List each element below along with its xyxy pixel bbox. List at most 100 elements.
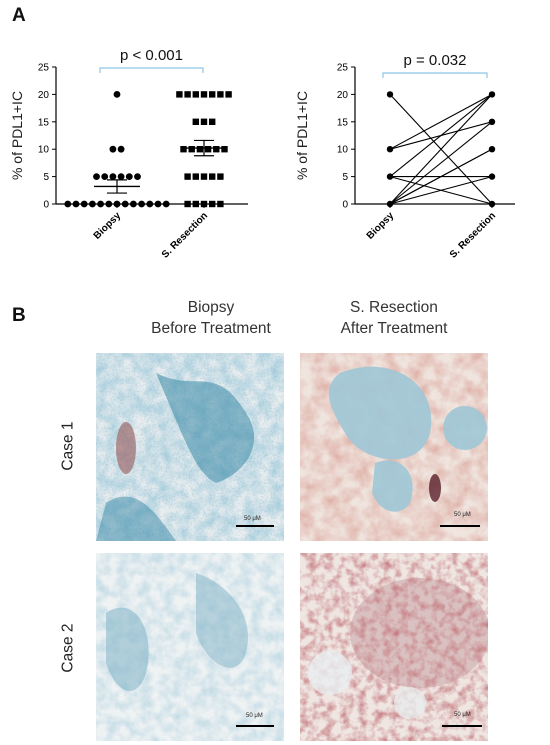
micrograph-image: 50 μM <box>300 553 488 741</box>
significance-bracket <box>382 72 488 78</box>
scale-bar <box>442 725 482 727</box>
data-point <box>125 173 133 181</box>
y-axis-label: % of PDL1+IC <box>294 91 310 180</box>
data-point <box>488 118 496 126</box>
micrograph-case1-resection: 50 μM <box>300 353 488 541</box>
scale-bar <box>236 525 274 527</box>
data-point <box>113 200 121 208</box>
data-point <box>121 200 129 208</box>
data-point <box>221 146 228 153</box>
scale-bar-label: 50 μM <box>454 512 471 518</box>
data-point <box>184 91 191 98</box>
significance-bracket <box>99 67 204 73</box>
data-point <box>113 91 121 98</box>
row-label-case-1: Case 1 <box>59 421 77 471</box>
data-point <box>225 91 232 98</box>
data-point <box>217 173 224 180</box>
data-point <box>209 173 216 180</box>
data-point <box>146 200 154 208</box>
pair-line <box>389 176 493 205</box>
data-point <box>488 91 496 98</box>
y-tick-label: 15 <box>38 117 50 128</box>
significance-label: p = 0.032 <box>404 52 467 69</box>
data-point <box>109 145 117 153</box>
data-point <box>200 91 208 98</box>
data-point <box>162 200 170 208</box>
data-point <box>196 146 204 153</box>
data-point <box>188 146 195 153</box>
micrograph-case2-resection: 50 μM <box>300 553 488 741</box>
row-label-case-2: Case 2 <box>59 623 77 673</box>
x-tick-label: Biopsy <box>92 210 124 242</box>
micrograph-image: 50 μM <box>96 353 284 541</box>
micrograph-case1-biopsy: 50 μM <box>96 353 284 541</box>
data-point <box>386 200 394 208</box>
y-tick-label: 25 <box>38 63 50 74</box>
data-point <box>89 200 96 208</box>
data-point <box>134 173 141 181</box>
y-tick-label: 0 <box>342 200 348 211</box>
panel-a-label: A <box>12 5 26 26</box>
data-point <box>386 146 394 153</box>
scale-bar-label: 50 μM <box>246 713 263 719</box>
data-point <box>180 146 187 153</box>
data-point <box>117 145 125 153</box>
data-point <box>488 173 496 180</box>
pair-line <box>389 94 493 205</box>
pair-line <box>389 148 493 205</box>
scale-bar-label: 50 μM <box>244 516 261 522</box>
column-header-biopsy: Biopsy Before Treatment <box>151 299 271 337</box>
data-point <box>209 118 216 125</box>
y-tick-label: 10 <box>38 145 50 156</box>
y-tick-label: 25 <box>337 63 349 74</box>
data-point <box>184 200 191 208</box>
x-tick-label: S. Resection <box>448 210 498 260</box>
y-tick-label: 20 <box>38 90 50 101</box>
y-tick-label: 10 <box>337 145 349 156</box>
scale-bar <box>236 725 274 727</box>
data-point <box>109 173 117 181</box>
data-point <box>93 173 100 181</box>
scale-bar-label: 50 μM <box>454 712 471 718</box>
data-point <box>72 200 80 208</box>
y-tick-label: 20 <box>337 90 349 101</box>
data-point <box>101 173 109 181</box>
data-point <box>117 173 125 181</box>
data-point <box>200 173 208 180</box>
y-axis-label: % of PDL1+IC <box>9 91 25 180</box>
x-tick-label: Biopsy <box>365 210 397 242</box>
scatter-chart-pdl1: 0 5 10 15 20 25 Biopsy S. Resection % of PDL1+IC… <box>9 47 248 261</box>
data-point <box>64 200 72 208</box>
data-point <box>209 91 216 98</box>
data-point <box>80 200 88 208</box>
pair-line <box>389 93 493 178</box>
data-point <box>213 146 220 153</box>
data-point <box>192 173 199 180</box>
data-point <box>386 91 394 98</box>
data-point <box>192 118 199 125</box>
data-point <box>176 91 183 98</box>
column-header-resection: S. Resection After Treatment <box>340 299 448 337</box>
data-point <box>200 118 208 125</box>
data-point <box>130 200 137 208</box>
data-point <box>204 146 212 153</box>
x-tick-label: S. Resection <box>160 210 210 260</box>
micrograph-image: 50 μM <box>300 353 488 541</box>
data-point <box>488 200 496 208</box>
data-point <box>97 200 104 208</box>
significance-label: p < 0.001 <box>120 47 183 64</box>
data-point <box>488 146 496 153</box>
data-point <box>192 200 199 208</box>
data-point <box>184 173 191 180</box>
panel-b-label: B <box>12 305 26 326</box>
data-point <box>209 200 216 208</box>
data-point <box>138 200 146 208</box>
micrograph-image: 50 μM <box>96 553 284 741</box>
data-point <box>192 91 199 98</box>
data-point <box>386 173 394 180</box>
pair-line <box>389 93 493 150</box>
y-tick-label: 5 <box>43 172 49 183</box>
data-point <box>105 200 113 208</box>
y-tick-label: 0 <box>43 200 49 211</box>
data-point <box>217 91 224 98</box>
